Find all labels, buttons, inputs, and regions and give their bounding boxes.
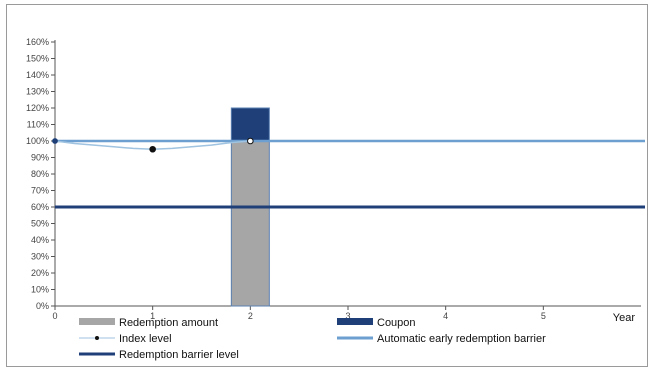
legend-item-redemption: Redemption amount [79, 317, 218, 329]
legend-item-rbl: Redemption barrier level [79, 349, 239, 361]
y-tick-label: 40% [31, 235, 49, 245]
legend-label-coupon: Coupon [377, 317, 416, 329]
y-tick-label: 140% [26, 70, 49, 80]
redemption-bar [230, 140, 270, 307]
x-axis-end-label: Year [613, 312, 636, 324]
legend-item-coupon: Coupon [337, 317, 416, 329]
bars [230, 107, 270, 307]
y-tick-label: 50% [31, 219, 49, 229]
y-tick-label: 10% [31, 285, 49, 295]
x-tick-label: 5 [541, 311, 546, 321]
y-tick-label: 110% [27, 120, 49, 130]
y-tick-label: 120% [26, 103, 49, 113]
y-tick-label: 90% [31, 153, 49, 163]
y-tick-label: 80% [31, 169, 49, 179]
y-axis: 0% 10% 20% 30% 40% 50% 60% 70% 80% 90% 100% 110% 120… [26, 37, 56, 311]
index-level-start-marker [52, 138, 58, 144]
y-tick-label: 100% [26, 136, 49, 146]
chart-svg: 0%10%20%30%40%50%60%70%80%90%100%110%120… [26, 37, 645, 361]
y-tick-label: 0% [36, 301, 49, 311]
y-tick-label: 130% [26, 87, 49, 97]
y-tick-label: 70% [31, 186, 49, 196]
x-tick-label: 3 [345, 311, 350, 321]
x-tick-label: 2 [248, 311, 253, 321]
x-tick-label: 0 [52, 311, 57, 321]
x-axis: 0 1 2 3 4 5 Year [52, 305, 641, 324]
x-tick-label: 1 [150, 311, 155, 321]
legend-marker-index [95, 336, 99, 340]
y-tick-label: 150% [26, 54, 49, 64]
legend: Redemption amount Coupon Index level Automa… [79, 317, 546, 361]
chart-frame: 0% 10% 20% 30% 40% 50% 60% 70% 80% 90% 100% 110% 120… [6, 4, 648, 367]
legend-item-aer: Automatic early redemption barrier [337, 333, 546, 345]
legend-swatch-coupon [337, 318, 373, 325]
coupon-bar [230, 107, 270, 142]
legend-label-redemption: Redemption amount [119, 317, 218, 329]
y-tick-label: 160% [26, 37, 49, 47]
y-tick-label: 30% [31, 252, 49, 262]
y-tick-label: 60% [31, 202, 49, 212]
legend-label-rbl: Redemption barrier level [119, 349, 239, 361]
legend-label-index: Index level [119, 333, 172, 345]
legend-label-aer: Automatic early redemption barrier [377, 333, 546, 345]
index-level-marker [247, 137, 254, 145]
index-level-marker [149, 145, 156, 153]
lines [52, 137, 645, 209]
legend-item-index: Index level [79, 333, 172, 345]
legend-swatch-redemption [79, 318, 115, 325]
x-tick-label: 4 [443, 311, 448, 321]
y-tick-label: 20% [31, 268, 49, 278]
